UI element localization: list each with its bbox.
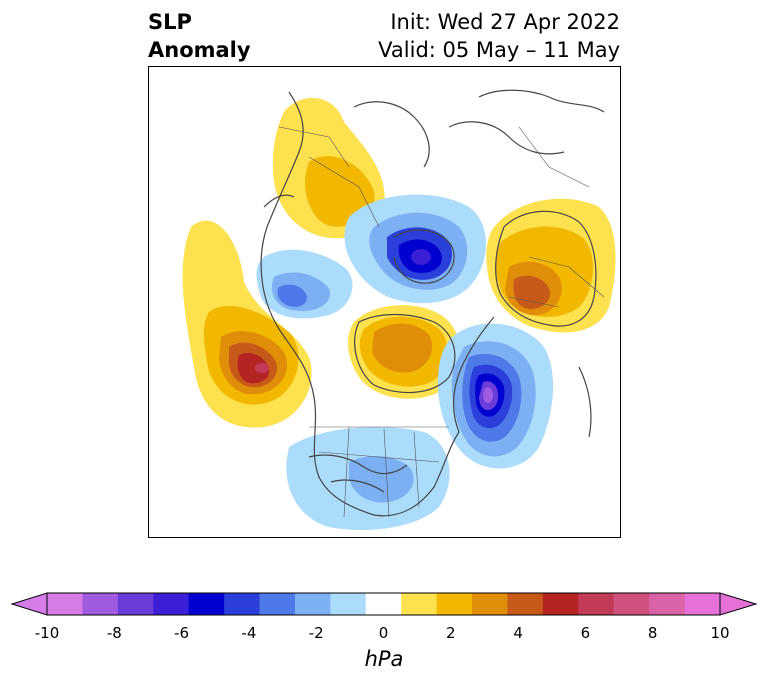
colorbar-segment: [47, 593, 83, 615]
title-anomaly: Anomaly: [148, 38, 251, 62]
colorbar-extend-high: [719, 592, 758, 616]
colorbar-segment: [82, 593, 119, 615]
colorbar-segment: [649, 593, 686, 615]
borders: [278, 126, 605, 518]
colorbar-segment: [507, 593, 544, 615]
colorbar-segment: [330, 593, 367, 615]
colorbar-segment: [153, 593, 190, 615]
colorbar-tick-label: -6: [174, 624, 190, 642]
colorbar-segment: [365, 593, 402, 615]
colorbar-tick-label: -2: [308, 624, 324, 642]
anomaly-scandinavia-positive: [486, 198, 616, 333]
colorbar-segment: [188, 593, 225, 615]
colorbar-tick-label: 2: [446, 624, 456, 642]
colorbar-segment: [294, 593, 331, 615]
anomaly-canada-positive: [347, 305, 460, 399]
anomaly-siberia-positive: [272, 98, 385, 239]
colorbar-segment: [224, 593, 261, 615]
title-right: Init: Wed 27 Apr 2022 Valid: 05 May – 11…: [378, 8, 620, 64]
colorbar: [10, 592, 758, 616]
colorbar-segment: [684, 593, 721, 615]
colorbar-tick-label: 8: [647, 624, 658, 642]
anomaly-us-negative: [286, 427, 450, 531]
anomaly-atlantic-negative: [437, 323, 554, 469]
anomaly-pacific-positive: [182, 220, 312, 428]
anomaly-bering-negative: [256, 249, 353, 319]
colorbar-tick-label: 6: [580, 624, 591, 642]
init-date: Init: Wed 27 Apr 2022: [390, 10, 620, 34]
coastlines: [260, 89, 605, 517]
colorbar-segment: [436, 593, 473, 615]
colorbar-unit-label: hPa: [364, 647, 404, 671]
valid-range: Valid: 05 May – 11 May: [378, 38, 620, 62]
colorbar-segment: [259, 593, 296, 615]
colorbar-extend-low: [10, 592, 48, 616]
colorbar-tick-label: -10: [34, 624, 60, 642]
colorbar-segment: [542, 593, 579, 615]
map-panel[interactable]: [148, 66, 621, 538]
colorbar-tick-label: 10: [710, 624, 730, 642]
colorbar-tick-label: 4: [513, 624, 523, 642]
title-variable: SLP: [148, 10, 192, 34]
colorbar-tick-label: -8: [106, 624, 122, 642]
anomaly-map: [182, 89, 616, 531]
colorbar-tick-label: 0: [378, 624, 389, 642]
colorbar-segment: [613, 593, 650, 615]
colorbar-segment: [472, 593, 508, 615]
title-left: SLP Anomaly: [148, 8, 251, 64]
colorbar-segment: [401, 593, 438, 615]
colorbar-segment: [117, 593, 154, 615]
colorbar-tick-label: -4: [241, 624, 257, 642]
colorbar-frame: [46, 592, 721, 616]
colorbar-segment: [578, 593, 615, 615]
anomaly-kara-negative: [344, 194, 486, 304]
